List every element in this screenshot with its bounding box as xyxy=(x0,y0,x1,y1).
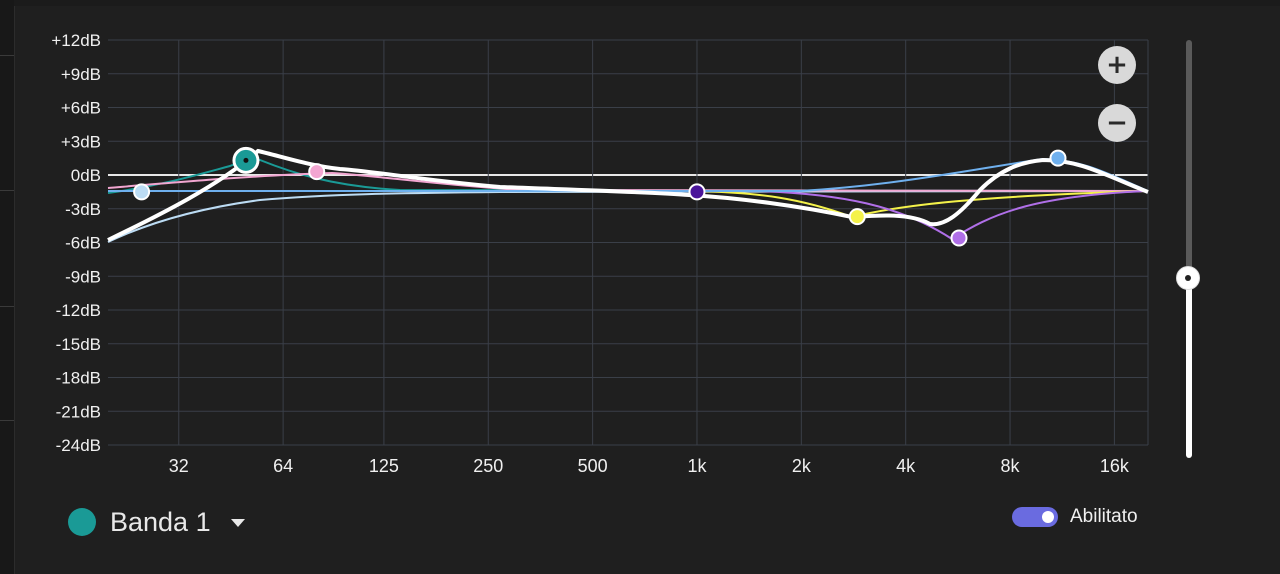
zoom-in-button[interactable]: + xyxy=(1098,46,1136,84)
toggle-knob xyxy=(1042,511,1054,523)
enabled-toggle[interactable] xyxy=(1012,507,1058,527)
x-tick-label: 8k xyxy=(1001,456,1021,476)
band-curves xyxy=(107,148,1149,243)
band-4-handle[interactable] xyxy=(688,183,706,201)
top-bar xyxy=(14,0,1280,6)
band-3-handle[interactable] xyxy=(308,163,326,181)
band-selector-dropdown[interactable]: Banda 1 xyxy=(68,502,245,542)
y-tick-label: -21dB xyxy=(56,402,101,421)
band-7-handle[interactable] xyxy=(1049,149,1067,167)
minus-icon: − xyxy=(1106,108,1128,138)
y-tick-label: -24dB xyxy=(56,436,101,455)
x-tick-label: 250 xyxy=(473,456,503,476)
y-tick-label: +3dB xyxy=(61,132,101,151)
enabled-toggle-label: Abilitato xyxy=(1070,506,1138,527)
band-handles[interactable] xyxy=(133,146,1067,247)
y-tick-label: -6dB xyxy=(65,234,101,253)
gain-slider[interactable] xyxy=(1172,40,1206,460)
x-tick-label: 125 xyxy=(369,456,399,476)
y-tick-label: -12dB xyxy=(56,301,101,320)
x-axis-labels: 32 64 125 250 500 1k 2k 4k 8k 16k xyxy=(169,456,1130,476)
gain-slider-track-lower[interactable] xyxy=(1186,278,1192,458)
x-tick-label: 64 xyxy=(273,456,293,476)
y-tick-label: -3dB xyxy=(65,200,101,219)
chevron-down-icon xyxy=(230,519,245,527)
side-panel-divider xyxy=(0,55,14,56)
y-tick-label: +9dB xyxy=(61,65,101,84)
grid-lines xyxy=(108,39,1149,446)
y-tick-label: -15dB xyxy=(56,335,101,354)
combined-response-curve xyxy=(107,148,1149,242)
zoom-out-button[interactable]: − xyxy=(1098,104,1136,142)
gain-slider-thumb-dot xyxy=(1185,275,1191,282)
band-3-curve xyxy=(107,171,1149,192)
side-panel-edge xyxy=(0,0,15,574)
band-5-handle[interactable] xyxy=(848,208,866,226)
enabled-toggle-group: Abilitato xyxy=(1012,505,1138,529)
side-panel-divider xyxy=(0,306,14,307)
y-tick-label: +6dB xyxy=(61,99,101,118)
gain-slider-thumb[interactable] xyxy=(1176,266,1200,291)
plus-icon: + xyxy=(1106,50,1128,80)
y-tick-label: -9dB xyxy=(65,267,101,286)
band-selector-label: Banda 1 xyxy=(110,506,211,537)
band-6-handle[interactable] xyxy=(950,229,968,247)
x-tick-label: 4k xyxy=(896,456,916,476)
band-1-handle-center xyxy=(243,157,249,163)
band-color-dot xyxy=(68,508,96,536)
band-5-curve xyxy=(108,190,1149,219)
side-panel-divider xyxy=(0,190,14,191)
x-tick-label: 32 xyxy=(169,456,189,476)
y-axis-labels: +12dB +9dB +6dB +3dB 0dB -3dB -6dB -9dB -12dB -15… xyxy=(51,31,101,455)
x-tick-label: 2k xyxy=(792,456,812,476)
y-tick-label: +12dB xyxy=(51,31,101,50)
x-tick-label: 16k xyxy=(1100,456,1130,476)
y-tick-label: -18dB xyxy=(56,369,101,388)
y-tick-label: 0dB xyxy=(71,166,101,185)
x-tick-label: 1k xyxy=(687,456,707,476)
side-panel-divider xyxy=(0,420,14,421)
x-tick-label: 500 xyxy=(578,456,608,476)
gain-slider-track-upper[interactable] xyxy=(1186,40,1192,279)
band-2-curve xyxy=(107,190,1149,243)
band-2-handle[interactable] xyxy=(133,183,151,201)
